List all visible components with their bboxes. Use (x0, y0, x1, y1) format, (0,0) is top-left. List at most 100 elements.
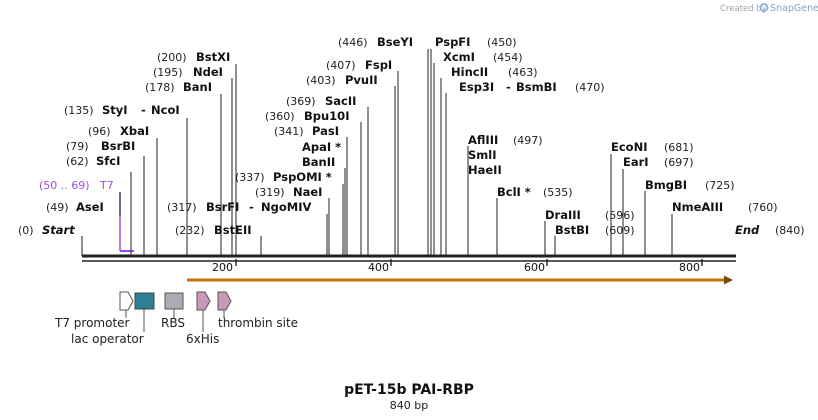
site-sfci-name: SfcI (96, 154, 120, 168)
site-hincii-pos: (463) (508, 66, 538, 79)
site-draiii-name: DraIII (545, 208, 581, 222)
snapgene-branding: Created by SnapGene (720, 3, 818, 14)
site-bcli-pos: (535) (543, 186, 573, 199)
site-asei-pos: (49) (46, 201, 69, 214)
ruler-label-800: 800 (679, 261, 700, 274)
feature-label-rbs: RBS (161, 316, 185, 330)
end-pos: (840) (775, 224, 805, 237)
site-bsrbi-pos: (79) (66, 140, 89, 153)
site-econi-pos: (681) (664, 141, 694, 154)
ruler-label-600: 600 (524, 261, 545, 274)
site-bpu10i-name: Bpu10I (304, 109, 349, 123)
site-bstxi-pos: (200) (157, 51, 187, 64)
site-afliii-pos: (497) (513, 134, 543, 147)
site-bsmbi-name: BsmBI (516, 80, 557, 94)
site-pspomi-name: PspOMI * (273, 170, 332, 184)
site-eari-name: EarI (623, 155, 649, 169)
ruler-label-200: 200 (212, 261, 233, 274)
restriction-sites[interactable]: (49) AseI (62) SfcI (79) BsrBI (96) XbaI… (46, 35, 778, 237)
site-bstbi-name: BstBI (555, 223, 589, 237)
site-bsrfi-pos: (317) (167, 201, 197, 214)
site-bseyi-pos: (446) (338, 36, 368, 49)
snapgene-logo-icon (759, 3, 769, 12)
rbs-icon (164, 292, 184, 310)
site-xcmi-pos: (454) (493, 51, 523, 64)
site-apai-name: ApaI * (302, 140, 341, 154)
site-nmeaiii-pos: (760) (748, 201, 778, 214)
end-labels: (0) Start End (840) (18, 223, 805, 237)
start-label: Start (42, 223, 75, 237)
site-bseyi-name: BseYI (377, 35, 413, 49)
position-ruler: 200 400 600 800 (212, 259, 703, 274)
site-bpu10i-pos: (360) (265, 110, 295, 123)
created-by-text: Created by (720, 4, 767, 14)
site-fspi-pos: (407) (326, 59, 356, 72)
site-bstxi-name: BstXI (196, 50, 230, 64)
site-esp3i-pos: (470) (575, 81, 605, 94)
site-pspfi-pos: (450) (487, 36, 517, 49)
site-esp3i-sep: - (506, 80, 511, 94)
site-ndei-pos: (195) (153, 66, 183, 79)
primer-t7-name: T7 (99, 179, 114, 192)
site-styi-sep: - (141, 103, 146, 117)
dna-backbone (82, 254, 736, 262)
thrombin-site-icon (217, 291, 232, 311)
site-bmgbi-pos: (725) (705, 179, 735, 192)
feature-legend: T7 promoter lac operator RBS 6xHis throm… (54, 291, 298, 346)
site-bsteii-pos: (232) (175, 224, 205, 237)
site-econi-name: EcoNI (611, 140, 647, 154)
site-bsrfi-name: BsrFI (206, 200, 239, 214)
site-nmeaiii-name: NmeAIII (672, 200, 723, 214)
site-styi-name: StyI (102, 103, 128, 117)
site-smli-name: SmlI (468, 148, 497, 162)
site-asei-name: AseI (76, 200, 104, 214)
site-sacii-pos: (369) (286, 95, 316, 108)
site-eari-pos: (697) (664, 156, 694, 169)
site-bcli-name: BclI * (497, 185, 531, 199)
orf-arrow-head (724, 275, 733, 285)
site-styi-pos: (135) (64, 104, 94, 117)
site-bstbi-pos: (609) (605, 224, 635, 237)
site-bmgbi-name: BmgBI (645, 178, 687, 192)
6xhis-icon (196, 291, 211, 311)
site-bani-name: BanI (183, 80, 212, 94)
site-xbai-pos: (96) (88, 125, 111, 138)
site-ncoi-name: NcoI (151, 103, 180, 117)
site-pvuii-pos: (403) (306, 74, 336, 87)
site-naei-pos: (319) (255, 186, 285, 199)
site-xbai-name: XbaI (120, 124, 149, 138)
site-banii-name: BanII (302, 155, 335, 169)
site-ndei-name: NdeI (193, 65, 223, 79)
orf-arrow[interactable] (187, 275, 733, 285)
site-bani-pos: (178) (145, 81, 175, 94)
site-pasi-name: PasI (312, 124, 339, 138)
primer-t7-range: (50 .. 69) (39, 179, 90, 192)
start-pos: (0) (18, 224, 34, 237)
site-naei-name: NaeI (293, 185, 322, 199)
construct-title: pET-15b PAI-RBP 840 bp (344, 382, 474, 412)
site-pspfi-name: PspFI (435, 35, 470, 49)
site-fspi-name: FspI (365, 58, 392, 72)
snapgene-brand-text: SnapGene (770, 3, 818, 14)
site-pspomi-pos: (337) (235, 171, 265, 184)
site-bsrbi-name: BsrBI (101, 139, 135, 153)
site-xcmi-name: XcmI (443, 50, 475, 64)
site-bsrfi-sep: - (249, 200, 254, 214)
primer-t7[interactable]: (50 .. 69) T7 (39, 179, 134, 252)
site-pasi-pos: (341) (274, 125, 304, 138)
site-ngomiv-name: NgoMIV (261, 200, 311, 214)
site-esp3i-name: Esp3I (459, 80, 494, 94)
site-lines (81, 49, 673, 256)
lac-operator-icon (134, 292, 155, 310)
feature-label-thrombin-site: thrombin site (218, 316, 298, 330)
site-bsteii-name: BstEII (214, 223, 252, 237)
feature-label-6xhis: 6xHis (186, 332, 219, 346)
feature-label-lac-operator: lac operator (71, 332, 144, 346)
site-haeii-name: HaeII (468, 163, 502, 177)
site-pvuii-name: PvuII (345, 73, 378, 87)
site-draiii-pos: (596) (605, 209, 635, 222)
end-label: End (735, 223, 760, 237)
site-sacii-name: SacII (325, 94, 356, 108)
site-hincii-name: HincII (451, 65, 488, 79)
